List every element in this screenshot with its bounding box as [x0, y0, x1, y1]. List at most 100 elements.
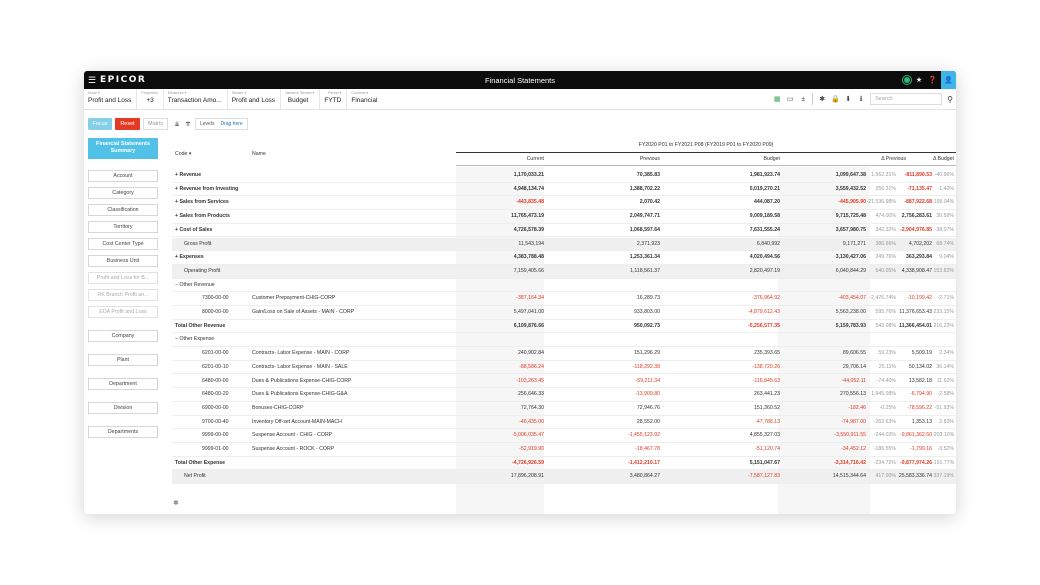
table-row[interactable]: Total Other Revenue 6,109,876.66 950,092.7…	[172, 320, 956, 334]
cell-dbud: 363,293.84	[906, 254, 932, 261]
expand-all-icon[interactable]: ⇊	[174, 121, 180, 128]
hamburger-icon[interactable]: ☰	[87, 74, 97, 85]
row-code[interactable]: + Cost of Sales	[175, 226, 213, 233]
chart-view-icon[interactable]: ▭	[786, 96, 794, 103]
table-row[interactable]: 9700-00-40 Inventory Off-set Account-MAIN…	[172, 416, 956, 430]
sidebar-item-business-unit[interactable]: Business Unit	[88, 255, 158, 267]
reset-button[interactable]: Reset	[115, 118, 140, 130]
table-row[interactable]: Gross Profit 11,543,194 2,371,923 6,840,992…	[172, 237, 956, 252]
sidebar-item-departments[interactable]: Departments	[88, 426, 158, 438]
cell-dbud-pct: 337.19%	[933, 473, 954, 480]
table-row[interactable]: 6900-00-00 Bonuses-CHIG-CORP 72,764.30 72,9…	[172, 402, 956, 416]
table-row[interactable]: − Other Revenue	[172, 279, 956, 293]
cell-dbud-pct: 2.83%	[939, 418, 954, 425]
sidebar-item-category[interactable]: Category	[88, 187, 158, 199]
sidebar-item-account[interactable]: Account	[88, 170, 158, 182]
table-row[interactable]: 6480-00-00 Dues & Publications Expense-CH…	[172, 375, 956, 389]
table-row[interactable]: 9999-00-00 Suspense Account - CHIG - CORP…	[172, 429, 956, 443]
table-row[interactable]: 7300-00-00 Customer Prepayment-CHIG-CORP -…	[172, 292, 956, 306]
search-icon[interactable]: ⚲	[947, 94, 953, 104]
table-row[interactable]: + Revenue from Investing 4,948,134.74 1,38…	[172, 183, 956, 197]
gear-icon[interactable]: ✱	[173, 500, 179, 507]
info-icon[interactable]: ℹ	[859, 96, 863, 103]
table-row[interactable]: 8000-00-00 Gain/Loss on Sale of Assets - …	[172, 306, 956, 320]
table-row[interactable]: + Revenue 1,170,033.21 70,385.83 1,981,923.…	[172, 169, 956, 183]
properties-selector[interactable]: Properties +3	[137, 89, 164, 109]
collapse-all-icon[interactable]: ⇈	[185, 121, 191, 128]
row-code: 7300-00-00	[202, 295, 229, 302]
help-icon[interactable]: ❓	[928, 77, 937, 84]
sidebar-item-division[interactable]: Division	[88, 402, 158, 414]
mode-selector[interactable]: Mode ▾ Profit and Loss	[84, 89, 138, 109]
sidebar-item-company[interactable]: Company	[88, 330, 158, 342]
cell-budget: 263,441.23	[754, 391, 780, 398]
code-header[interactable]: Code ▾	[175, 151, 192, 157]
row-code[interactable]: − Other Revenue	[175, 281, 215, 288]
financial-statements-summary-tab[interactable]: Financial Statements Summary	[88, 138, 158, 159]
table-row[interactable]: + Sales from Products 11,765,473.19 2,049,…	[172, 210, 956, 224]
levels-dropzone[interactable]: Levels Drag here	[195, 118, 248, 130]
period-rule	[456, 152, 956, 153]
toolbar-divider	[812, 93, 814, 105]
table-row[interactable]: − Other Expense	[172, 333, 956, 348]
search-input[interactable]: Search	[870, 93, 943, 105]
cell-dprev-pct: 386.66%	[875, 240, 896, 247]
mode-caption: Mode ▾	[88, 91, 100, 95]
sidebar-item-territory[interactable]: Territory	[88, 221, 158, 233]
sidebar-item-plant[interactable]: Plant	[88, 354, 158, 366]
sidebar-item-rk-branch-profit[interactable]: RK Branch Profit an...	[88, 289, 158, 301]
row-code[interactable]: − Other Expense	[175, 336, 215, 343]
user-icon[interactable]: 👤	[941, 71, 956, 89]
table-row[interactable]: 6480-00-20 Dues & Publications Expense-CH…	[172, 388, 956, 402]
columns-selector[interactable]: Columns ▾ Financial	[347, 89, 382, 109]
row-code[interactable]: + Sales from Products	[175, 213, 230, 220]
cell-dbud: -6,794.90	[910, 391, 932, 398]
grid-view-icon[interactable]: ▦	[773, 96, 781, 103]
cell-dprev: -74,987.00	[841, 418, 866, 425]
sidebar-item-profit-and-loss-for-b[interactable]: Profit and Loss for B...	[88, 272, 158, 284]
row-code[interactable]: + Revenue from Investing	[175, 185, 239, 192]
stream-value: Profit and Loss	[231, 97, 276, 104]
cell-previous: 70,385.83	[636, 172, 660, 178]
table-row[interactable]: + Cost of Sales 4,726,578.39 1,068,597.64 7…	[172, 224, 956, 238]
table-row[interactable]: 9999-01-00 Suspense Account - ROCK - CORP…	[172, 443, 956, 457]
table-row[interactable]: Net Profit 17,896,208.91 3,480,864.27 -7,58…	[172, 470, 956, 485]
sidebar-item-cost-center-type[interactable]: Cost Center Type	[88, 238, 158, 250]
cell-current: 4,383,788.48	[513, 254, 544, 261]
settings-gear-icon[interactable]: ✱	[819, 96, 826, 103]
table-row[interactable]: 6201-00-10 Contracts- Labor Expense - MAI…	[172, 361, 956, 375]
sidebar-item-classification[interactable]: Classification	[88, 204, 158, 216]
cell-current: 7,159,405.66	[513, 267, 544, 274]
dimension-sidebar: Financial Statements Summary Account Cat…	[88, 138, 158, 438]
cell-current: -443,835.48	[516, 199, 544, 206]
cell-dbud-pct: -40.96%	[934, 172, 954, 178]
period-selector[interactable]: Period ▾ FYTD	[320, 89, 348, 109]
cell-dprev: -34,452.12	[841, 446, 866, 452]
focus-button[interactable]: Focus	[88, 118, 112, 130]
cell-previous: 2,070.42	[639, 199, 660, 206]
cell-dprev-pct: 59.23%	[878, 350, 896, 357]
stream-selector[interactable]: Stream ▾ Profit and Loss	[228, 89, 282, 109]
sidebar-item-eda-profit-and-loss[interactable]: EDA Profit and Loss	[88, 306, 158, 318]
cell-dbud	[872, 279, 932, 293]
table-row[interactable]: Total Other Expense -4,726,926.59 -1,412,2…	[172, 457, 956, 471]
row-code[interactable]: + Sales from Services	[175, 199, 229, 206]
table-row[interactable]: 6201-00-00 Contracts- Labor Expense - MAI…	[172, 347, 956, 361]
row-code[interactable]: + Expenses	[175, 254, 204, 261]
row-code: 6201-00-00	[202, 350, 229, 357]
cell-previous	[576, 333, 660, 347]
row-code[interactable]: + Revenue	[175, 172, 202, 178]
sidebar-item-department[interactable]: Department	[88, 378, 158, 390]
table-row[interactable]: + Expenses 4,383,788.48 1,253,361.34 4,020,…	[172, 251, 956, 265]
star-icon[interactable]: ★	[915, 77, 923, 84]
cell-dprev: 3,657,980.75	[835, 226, 866, 233]
table-row[interactable]: + Sales from Services -443,835.48 2,070.42…	[172, 196, 956, 211]
download-icon[interactable]: ⬇	[845, 96, 852, 103]
measures-selector[interactable]: Measures ▾ Transaction Amo...	[164, 89, 228, 109]
lock-icon[interactable]: 🔒	[831, 96, 840, 103]
variance-stream-selector[interactable]: Variance Stream ▾ Budget	[281, 89, 321, 109]
matrix-button[interactable]: Matrix	[143, 118, 168, 130]
sort-icon[interactable]: ±	[801, 95, 806, 103]
table-row[interactable]: Operating Profit 7,159,405.66 1,118,561.37…	[172, 264, 956, 279]
cell-current: 11,765,473.19	[511, 213, 544, 220]
